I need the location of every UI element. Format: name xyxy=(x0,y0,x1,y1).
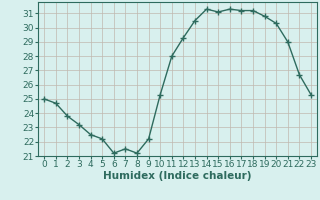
X-axis label: Humidex (Indice chaleur): Humidex (Indice chaleur) xyxy=(103,171,252,181)
